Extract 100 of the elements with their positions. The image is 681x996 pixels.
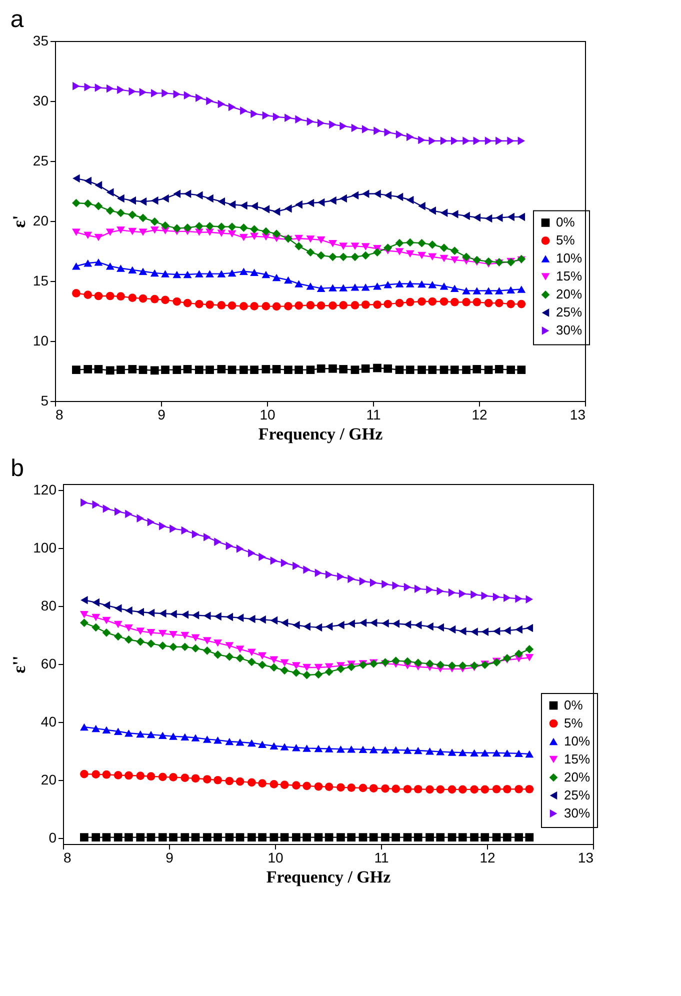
point bbox=[306, 301, 315, 310]
point bbox=[340, 122, 347, 130]
point bbox=[138, 228, 148, 236]
point bbox=[404, 620, 412, 629]
point bbox=[181, 610, 189, 619]
legend-label: 30% bbox=[556, 322, 582, 338]
point bbox=[150, 294, 159, 304]
point bbox=[183, 224, 192, 232]
x-tick-label: 8 bbox=[56, 406, 64, 422]
point bbox=[181, 526, 189, 535]
point bbox=[373, 248, 382, 257]
point bbox=[470, 590, 478, 599]
point bbox=[462, 366, 470, 374]
point bbox=[150, 366, 159, 375]
point bbox=[114, 632, 122, 641]
point bbox=[280, 833, 289, 842]
point bbox=[314, 833, 323, 842]
point bbox=[406, 238, 414, 247]
point bbox=[191, 734, 200, 742]
point bbox=[173, 90, 181, 98]
point bbox=[236, 646, 244, 653]
point bbox=[292, 620, 300, 630]
point bbox=[169, 773, 178, 782]
point bbox=[102, 726, 111, 734]
point bbox=[339, 242, 348, 250]
point bbox=[369, 746, 378, 754]
point bbox=[94, 258, 103, 266]
point bbox=[92, 500, 100, 509]
point bbox=[350, 301, 360, 310]
point bbox=[403, 657, 412, 666]
point bbox=[240, 106, 248, 115]
point bbox=[284, 302, 292, 310]
point bbox=[72, 228, 80, 236]
point bbox=[295, 200, 302, 209]
point bbox=[517, 366, 526, 374]
point bbox=[159, 522, 166, 530]
point bbox=[228, 301, 236, 310]
point bbox=[403, 784, 412, 794]
point bbox=[236, 833, 244, 842]
point bbox=[225, 642, 234, 650]
point bbox=[146, 639, 156, 648]
point bbox=[84, 232, 92, 240]
x-axis-title: Frequency / GHz bbox=[258, 424, 384, 444]
point bbox=[146, 730, 156, 738]
point bbox=[72, 198, 80, 208]
point bbox=[102, 628, 111, 637]
point bbox=[484, 366, 493, 374]
x-tick-label: 13 bbox=[578, 850, 594, 866]
point bbox=[106, 206, 114, 215]
point bbox=[440, 208, 448, 218]
x-tick-label: 12 bbox=[472, 406, 488, 422]
point bbox=[136, 608, 144, 616]
point bbox=[258, 615, 266, 624]
point bbox=[506, 286, 515, 294]
point bbox=[214, 612, 222, 621]
point bbox=[172, 366, 182, 374]
point bbox=[114, 771, 122, 780]
point bbox=[214, 639, 222, 647]
point bbox=[272, 365, 281, 374]
point bbox=[494, 287, 504, 294]
point bbox=[361, 283, 370, 291]
point bbox=[214, 776, 222, 784]
point bbox=[428, 253, 437, 261]
x-tick-label: 12 bbox=[480, 850, 496, 866]
point bbox=[180, 642, 190, 652]
point bbox=[317, 118, 325, 128]
point bbox=[517, 286, 526, 293]
point bbox=[258, 779, 266, 788]
point bbox=[347, 784, 356, 792]
point bbox=[138, 268, 148, 276]
legend-label: 10% bbox=[564, 734, 590, 748]
point bbox=[517, 300, 526, 308]
x-tick-label: 9 bbox=[166, 850, 174, 866]
point bbox=[382, 580, 389, 588]
point bbox=[458, 627, 466, 636]
point bbox=[116, 264, 125, 272]
point bbox=[406, 250, 414, 258]
point bbox=[206, 366, 214, 374]
point bbox=[172, 297, 182, 306]
point bbox=[80, 596, 88, 604]
point bbox=[191, 833, 200, 842]
point bbox=[525, 784, 534, 794]
point bbox=[302, 833, 311, 842]
point bbox=[147, 608, 155, 618]
point bbox=[80, 618, 88, 627]
point bbox=[306, 366, 315, 374]
point bbox=[262, 365, 270, 374]
point bbox=[450, 210, 458, 218]
point bbox=[428, 297, 437, 306]
point bbox=[161, 296, 170, 304]
point bbox=[324, 782, 334, 791]
point bbox=[337, 620, 344, 630]
point bbox=[192, 530, 200, 538]
y-tick-label: 25 bbox=[32, 152, 49, 168]
point bbox=[180, 733, 190, 740]
y-tick-label: 0 bbox=[48, 830, 57, 846]
point bbox=[358, 833, 368, 842]
point bbox=[202, 775, 212, 784]
point bbox=[448, 785, 456, 794]
point bbox=[395, 238, 404, 248]
